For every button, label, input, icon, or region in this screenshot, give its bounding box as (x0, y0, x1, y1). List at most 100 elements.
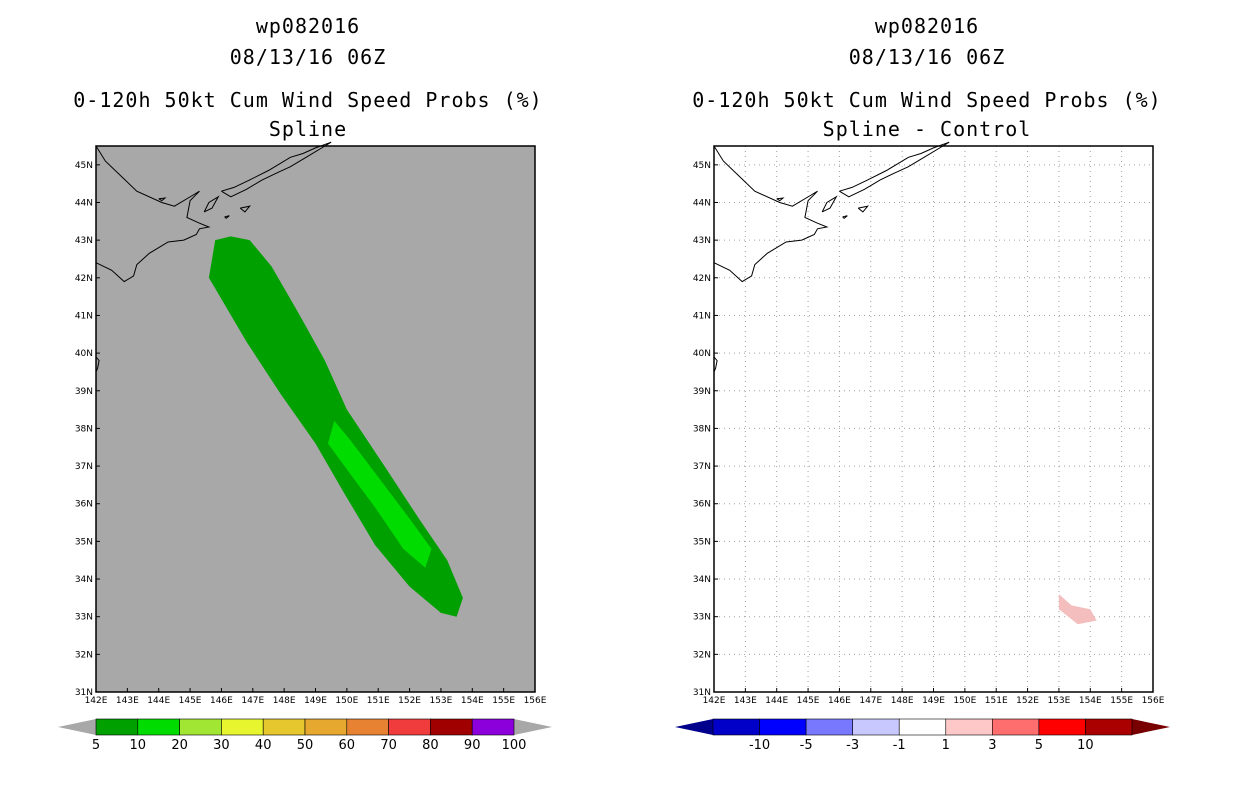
x-tick-label: 152E (1016, 696, 1039, 706)
colorbar-label: 40 (255, 738, 272, 753)
panel1-datetime: 08/13/16 06Z (229, 45, 387, 69)
colorbar-label: 1 (942, 738, 950, 753)
y-tick-label: 39N (693, 387, 711, 397)
colorbar-swatch (992, 718, 1040, 736)
panel2-subtitle: Spline - Control (822, 117, 1032, 141)
y-tick-label: 32N (75, 650, 93, 660)
x-tick-label: 151E (985, 696, 1008, 706)
colorbar-label: 5 (92, 738, 100, 753)
x-tick-label: 145E (179, 696, 202, 706)
colorbar-probability: 5 10 20 30 40 50 60 70 80 90 100 (58, 718, 552, 753)
y-tick-label: 42N (75, 274, 93, 284)
coastline (203, 195, 220, 213)
x-tick-label: 143E (734, 696, 757, 706)
x-tick-label: 147E (241, 696, 264, 706)
y-tick-label: 44N (693, 198, 711, 208)
x-tick-label: 152E (398, 696, 421, 706)
colorbar-label: 30 (213, 738, 230, 753)
colorbar-high-arrow (514, 719, 552, 735)
probability-region-10-20 (328, 420, 432, 568)
y-tick-label: 33N (75, 613, 93, 623)
y-tick-label: 40N (75, 349, 93, 359)
coastline (857, 205, 870, 213)
colorbar-label: 90 (464, 738, 481, 753)
coastline (713, 356, 718, 373)
y-tick-label: 42N (693, 274, 711, 284)
x-tick-label: 145E (797, 696, 820, 706)
x-tick-label: 150E (953, 696, 976, 706)
y-tick-label: 44N (75, 198, 93, 208)
panel1-subtitle: Spline (268, 117, 348, 141)
y-tick-label: 33N (693, 613, 711, 623)
y-tick-label: 39N (75, 387, 93, 397)
y-tick-label: 37N (693, 462, 711, 472)
x-tick-label: 144E (147, 696, 170, 706)
colorbar-label: 80 (422, 738, 439, 753)
y-tick-label: 41N (693, 311, 711, 321)
colorbar-swatch (1085, 718, 1133, 736)
colorbar-label: 10 (1077, 738, 1094, 753)
colorbar-swatch (898, 718, 947, 736)
coastline (842, 215, 848, 219)
colorbar-swatch (346, 718, 389, 736)
colorbar-label: 5 (1035, 738, 1043, 753)
colorbar-swatch (304, 718, 348, 736)
colorbar-swatch (430, 718, 473, 736)
y-tick-label: 31N (75, 688, 93, 698)
y-tick-label: 38N (75, 424, 93, 434)
x-tick-label: 151E (367, 696, 390, 706)
colorbar-swatch (388, 718, 431, 736)
x-tick-label: 142E (85, 696, 108, 706)
coastline (221, 141, 332, 198)
y-tick-label: 31N (693, 688, 711, 698)
panel1-storm-id: wp082016 (255, 14, 361, 38)
colorbar-label: 3 (988, 738, 996, 753)
y-tick-label: 41N (75, 311, 93, 321)
colorbar-label: 100 (502, 738, 527, 753)
map-panel-spline: 142E 143E 144E 145E 146E 147E 148E 149E 150E 151E… (75, 141, 547, 706)
colorbar-swatch (179, 718, 222, 736)
x-tick-label: 153E (429, 696, 452, 706)
y-tick-label: 45N (75, 161, 93, 171)
coastline (839, 141, 950, 198)
coastline (776, 197, 785, 202)
x-tick-label: 156E (1142, 696, 1165, 706)
x-tick-label: 150E (335, 696, 358, 706)
colorbar-swatch (759, 718, 807, 736)
colorbar-label: 60 (339, 738, 356, 753)
y-tick-label: 35N (693, 537, 711, 547)
x-tick-label: 149E (304, 696, 327, 706)
coastline (713, 145, 829, 283)
x-tick-label: 148E (273, 696, 296, 706)
y-tick-label: 43N (75, 236, 93, 246)
colorbar-swatch (945, 718, 993, 736)
coastline (239, 205, 252, 213)
coastline (224, 215, 230, 219)
panel2-datetime: 08/13/16 06Z (848, 45, 1006, 69)
x-tick-label: 143E (116, 696, 139, 706)
panel1-product-title: 0-120h 50kt Cum Wind Speed Probs (%) (73, 88, 543, 112)
x-tick-label: 146E (828, 696, 851, 706)
coastline (821, 195, 838, 213)
x-tick-label: 155E (1110, 696, 1133, 706)
colorbar-swatch (221, 718, 264, 736)
colorbar-swatch (95, 718, 139, 736)
y-tick-label: 36N (75, 500, 93, 510)
y-tick-label: 32N (693, 650, 711, 660)
colorbar-high-arrow (1132, 719, 1170, 735)
y-tick-label: 38N (693, 424, 711, 434)
colorbar-label: -1 (893, 738, 906, 753)
map-panel-spline-minus-control: 142E 143E 144E 145E 146E 147E 148E 149E 150E 151E… (693, 141, 1165, 706)
y-tick-label: 45N (693, 161, 711, 171)
y-tick-label: 36N (693, 500, 711, 510)
y-tick-label: 35N (75, 537, 93, 547)
y-tick-label: 34N (693, 575, 711, 585)
x-tick-label: 153E (1047, 696, 1070, 706)
coastline (158, 197, 167, 202)
colorbar-swatch (712, 718, 760, 736)
colorbar-swatch (471, 718, 515, 736)
panel2-product-title: 0-120h 50kt Cum Wind Speed Probs (%) (692, 88, 1162, 112)
x-tick-label: 154E (1079, 696, 1102, 706)
coastline (95, 145, 211, 283)
y-tick-label: 34N (75, 575, 93, 585)
